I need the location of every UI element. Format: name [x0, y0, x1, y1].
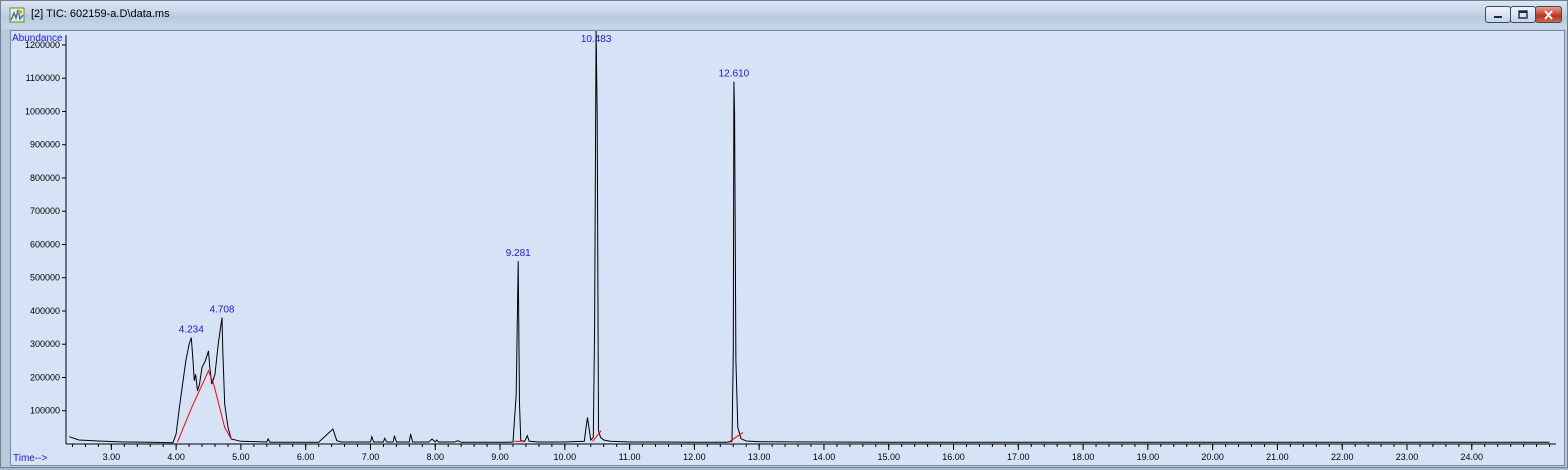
x-tick-label: 7.00	[362, 452, 380, 462]
x-tick-label: 20.00	[1201, 452, 1224, 462]
baseline-segment	[176, 369, 232, 443]
peak-label: 12.610	[719, 69, 750, 80]
tic-series-line	[69, 28, 1550, 444]
x-tick-label: 16.00	[942, 452, 965, 462]
y-tick-label: 900000	[30, 140, 60, 150]
x-tick-label: 19.00	[1137, 452, 1160, 462]
y-tick-label: 400000	[30, 306, 60, 316]
x-tick-label: 15.00	[877, 452, 900, 462]
y-tick-label: 500000	[30, 273, 60, 283]
x-axis-label: Time-->	[13, 453, 48, 464]
minimize-icon	[1494, 15, 1502, 18]
peak-labels: 4.234 4.708 9.281 10.483 12.610	[179, 34, 750, 336]
x-tick-label: 13.00	[748, 452, 771, 462]
x-tick-label: 22.00	[1331, 452, 1354, 462]
baseline-segment	[592, 430, 602, 442]
x-tick-label: 17.00	[1007, 452, 1030, 462]
x-tick-label: 9.00	[491, 452, 509, 462]
y-tick-label: 1200000	[25, 40, 60, 50]
x-tick-label: 5.00	[232, 452, 250, 462]
close-button[interactable]	[1535, 6, 1562, 23]
minimize-button[interactable]	[1485, 6, 1511, 23]
tic-trace	[69, 28, 1550, 444]
peak-label: 9.281	[506, 248, 531, 259]
y-tick-label: 200000	[30, 372, 60, 382]
x-tick-label: 4.00	[167, 452, 185, 462]
axes: 100000 200000 300000 400000 500000 600000 7000…	[25, 35, 1556, 462]
x-tick-label: 21.00	[1266, 452, 1289, 462]
x-tick-label: 10.00	[554, 452, 577, 462]
peak-label: 4.708	[209, 305, 234, 316]
maximize-icon	[1518, 10, 1528, 19]
x-tick-label: 18.00	[1072, 452, 1095, 462]
x-tick-label: 23.00	[1396, 452, 1419, 462]
peak-label: 4.234	[179, 325, 204, 336]
y-tick-label: 1000000	[25, 106, 60, 116]
x-tick-label: 6.00	[297, 452, 315, 462]
title-bar[interactable]: [2] TIC: 602159-a.D\data.ms	[1, 1, 1567, 29]
window-title: [2] TIC: 602159-a.D\data.ms	[31, 8, 170, 20]
integration-baselines	[176, 369, 744, 443]
y-tick-label: 100000	[30, 406, 60, 416]
chromatogram-app-icon	[9, 7, 25, 23]
plot-area[interactable]: Abundance Time--> 100000 200000 300000 4000…	[10, 28, 1565, 466]
x-tick-label: 14.00	[813, 452, 836, 462]
y-tick-label: 700000	[30, 206, 60, 216]
x-tick-label: 3.00	[103, 452, 121, 462]
x-tick-label: 12.00	[683, 452, 706, 462]
x-tick-label: 8.00	[426, 452, 444, 462]
chromatogram-chart[interactable]: Abundance Time--> 100000 200000 300000 4000…	[11, 28, 1564, 465]
y-axis-label: Abundance	[12, 33, 63, 44]
y-tick-label: 800000	[30, 173, 60, 183]
x-tick-label: 24.00	[1461, 452, 1484, 462]
y-tick-label: 600000	[30, 239, 60, 249]
y-tick-label: 300000	[30, 339, 60, 349]
baseline-segment	[729, 431, 744, 442]
close-icon	[1544, 9, 1553, 20]
peak-label: 10.483	[581, 34, 612, 45]
y-tick-label: 1100000	[26, 73, 60, 83]
maximize-button[interactable]	[1510, 6, 1536, 23]
x-tick-label: 11.00	[619, 452, 641, 462]
